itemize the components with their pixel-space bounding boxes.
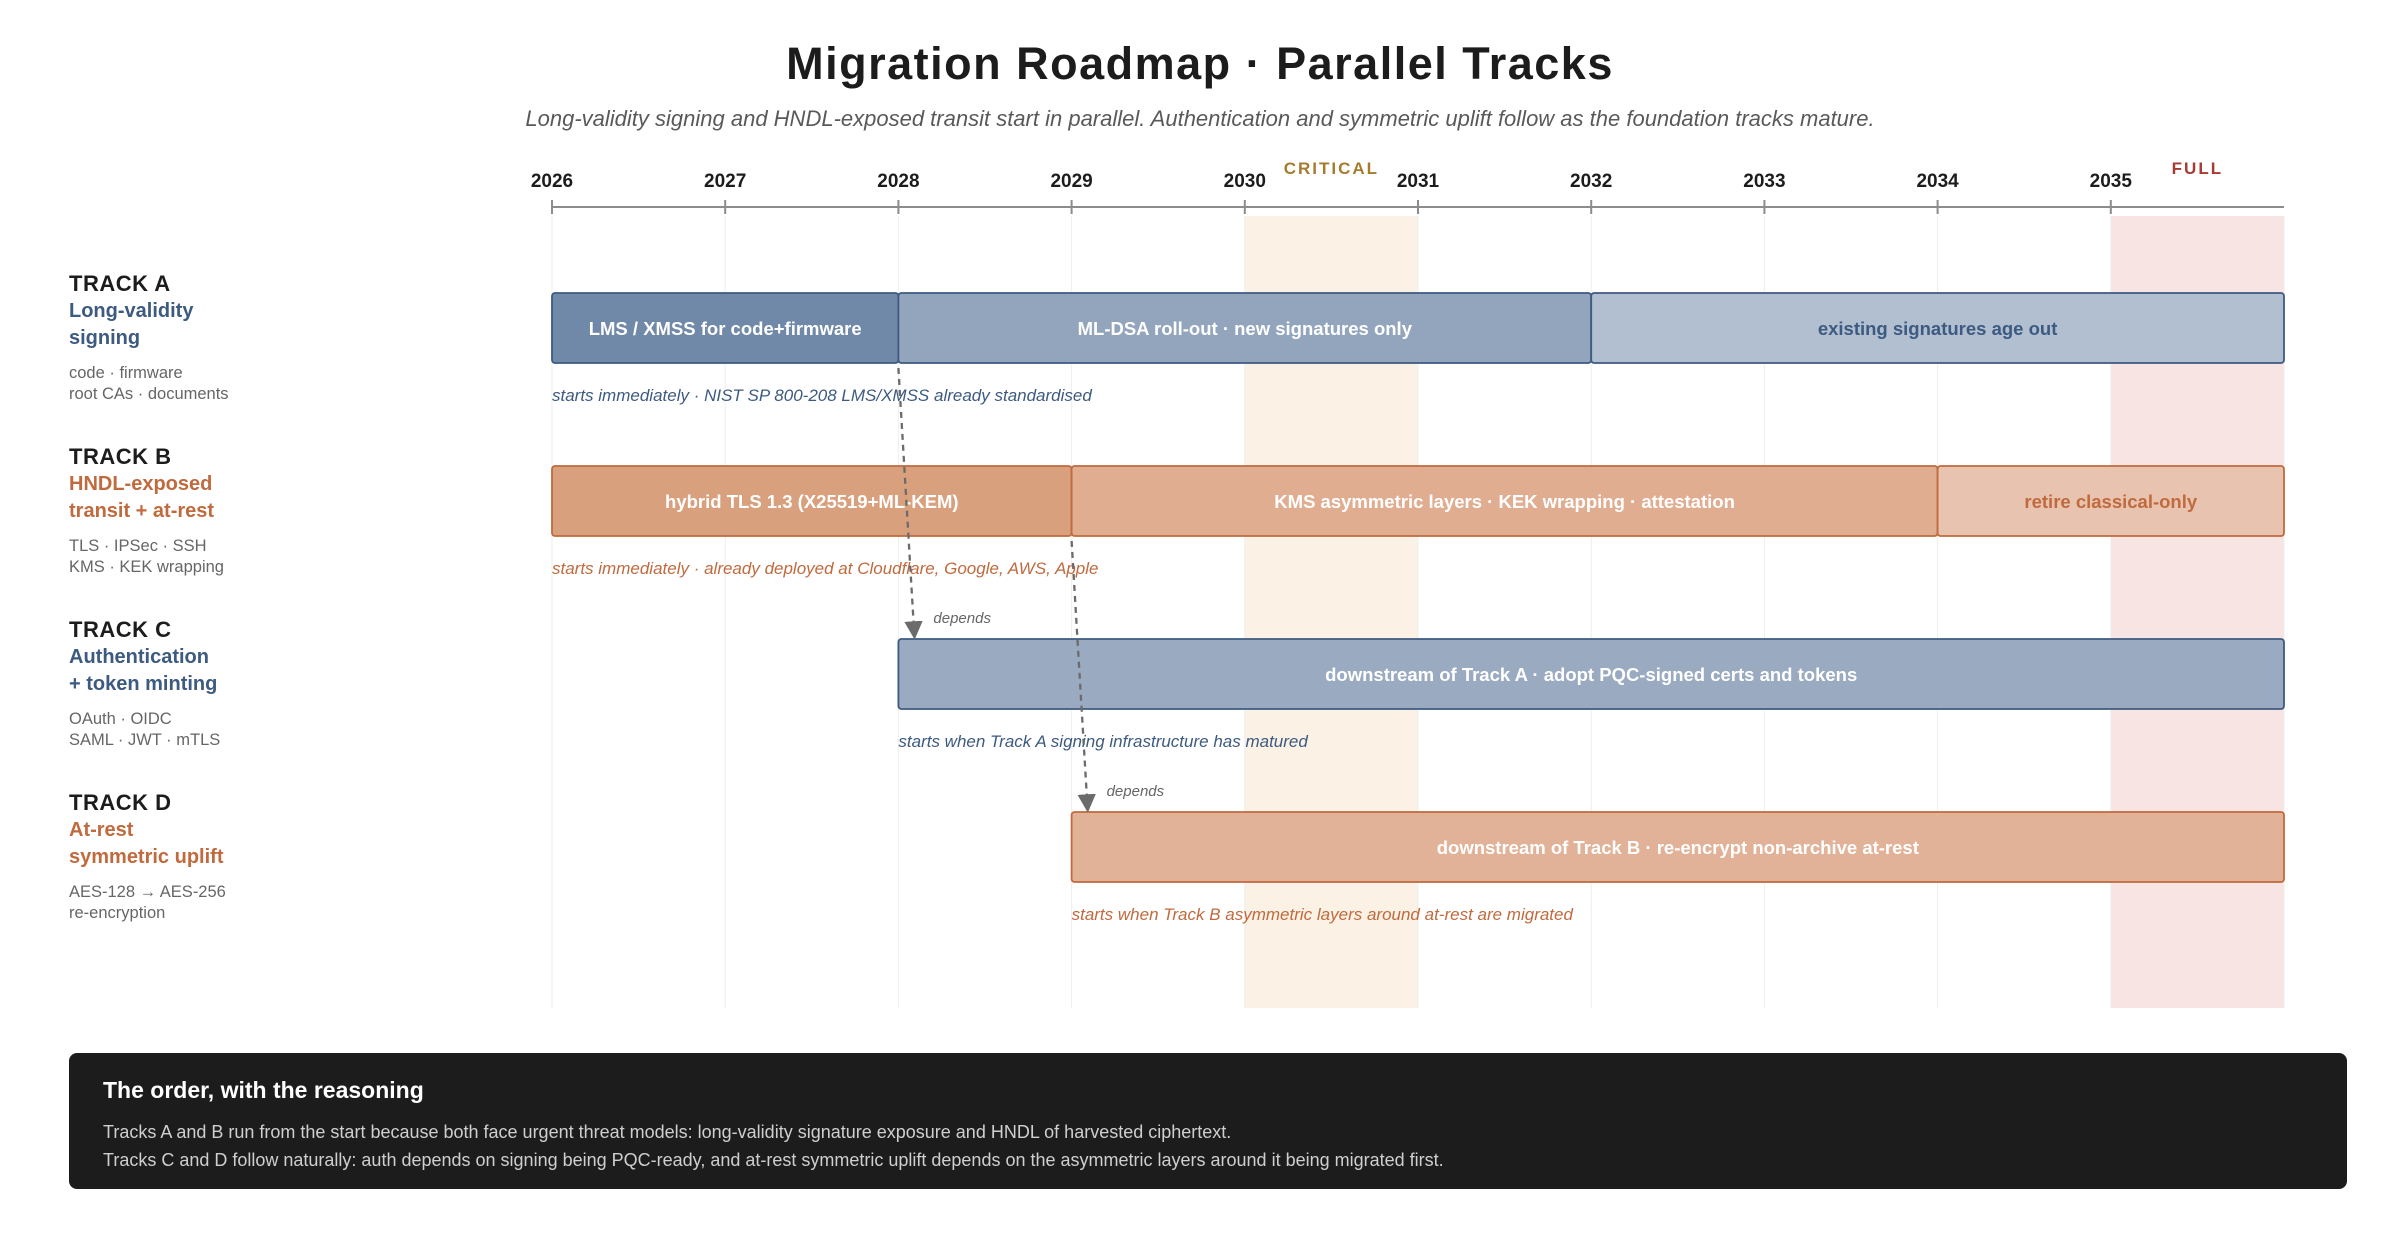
track-name: + token minting	[69, 673, 218, 695]
year-label: 2031	[1397, 171, 1440, 192]
year-label: 2032	[1570, 171, 1612, 192]
dependency-label: depends	[1107, 783, 1165, 800]
band-label: CRITICAL	[1284, 159, 1379, 178]
year-label: 2029	[1050, 171, 1092, 192]
bar-label: LMS / XMSS for code+firmware	[589, 318, 862, 339]
track-tag: SAML · JWT · mTLS	[69, 731, 221, 749]
track-tag: code · firmware	[69, 364, 183, 382]
band-label: FULL	[2172, 159, 2223, 178]
track-note: starts immediately · already deployed at…	[552, 559, 1098, 578]
bar-label: existing signatures age out	[1818, 318, 2058, 339]
track-label-a: TRACK A Long-validity signing code · firmwa…	[69, 271, 489, 405]
reasoning-line: Tracks A and B run from the start becaus…	[103, 1122, 1232, 1142]
track-name: signing	[69, 327, 141, 349]
bar-label: retire classical-only	[2024, 491, 2197, 512]
reasoning-panel: The order, with the reasoning Tracks A a…	[69, 1053, 2347, 1189]
track-note: starts immediately · NIST SP 800-208 LMS…	[552, 386, 1092, 405]
bar-label: downstream of Track A · adopt PQC-signed…	[1325, 664, 1857, 685]
track-name: Authentication	[69, 646, 209, 668]
track-tag: TLS · IPSec · SSH	[69, 537, 207, 555]
bar-3-0	[1070, 811, 2285, 883]
track-name: symmetric uplift	[69, 846, 224, 868]
dependency-arrow	[897, 367, 923, 640]
track-name: At-rest	[69, 819, 134, 841]
bar-0-2	[1590, 292, 2285, 364]
track-tag: AES-128 → AES-256	[69, 883, 226, 901]
track-note: starts when Track A signing infrastructu…	[898, 732, 1308, 751]
track-id: TRACK C	[69, 617, 172, 642]
dependency-arrow	[1070, 540, 1096, 813]
track-tag: OAuth · OIDC	[69, 710, 172, 728]
bar-label: downstream of Track B · re-encrypt non-a…	[1437, 837, 1919, 858]
bar-2-0	[897, 638, 2285, 710]
bar-label: hybrid TLS 1.3 (X25519+ML-KEM)	[665, 491, 959, 512]
track-note: starts when Track B asymmetric layers ar…	[1072, 905, 1574, 924]
year-label: 2026	[531, 171, 573, 192]
track-tag: root CAs · documents	[69, 385, 229, 403]
reasoning-title: The order, with the reasoning	[103, 1077, 424, 1103]
year-label: 2030	[1224, 171, 1266, 192]
track-label-d: TRACK D At-rest symmetric uplift AES-128 → …	[69, 790, 489, 924]
year-label: 2035	[2090, 171, 2133, 192]
dependency-label: depends	[933, 610, 991, 627]
track-tag: KMS · KEK wrapping	[69, 558, 224, 576]
reasoning-line: Tracks C and D follow naturally: auth de…	[103, 1150, 1444, 1170]
track-label-b: TRACK B HNDL-exposed transit + at-rest TLS …	[69, 444, 489, 578]
track-name: HNDL-exposed	[69, 473, 213, 495]
bar-1-2	[1936, 465, 2285, 537]
track-label-c: TRACK C Authentication + token minting OAut…	[69, 617, 489, 751]
page-subtitle: Long-validity signing and HNDL-exposed t…	[525, 106, 1875, 131]
year-label: 2027	[704, 171, 746, 192]
track-id: TRACK B	[69, 444, 172, 469]
track-id: TRACK D	[69, 790, 172, 815]
bar-label: KMS asymmetric layers · KEK wrapping · a…	[1274, 491, 1735, 512]
page-title: Migration Roadmap · Parallel Tracks	[786, 38, 1614, 89]
track-tag: re-encryption	[69, 904, 166, 922]
roadmap-chart: CRITICAL FULL 2026 2027 2028 2029 2030 2031 2032…	[531, 159, 2285, 1008]
track-id: TRACK A	[69, 271, 171, 296]
bar-label: ML-DSA roll-out · new signatures only	[1078, 318, 1413, 339]
track-name: Long-validity	[69, 300, 194, 322]
year-label: 2034	[1916, 171, 1959, 192]
year-label: 2028	[877, 171, 919, 192]
year-label: 2033	[1743, 171, 1785, 192]
track-name: transit + at-rest	[69, 500, 215, 522]
